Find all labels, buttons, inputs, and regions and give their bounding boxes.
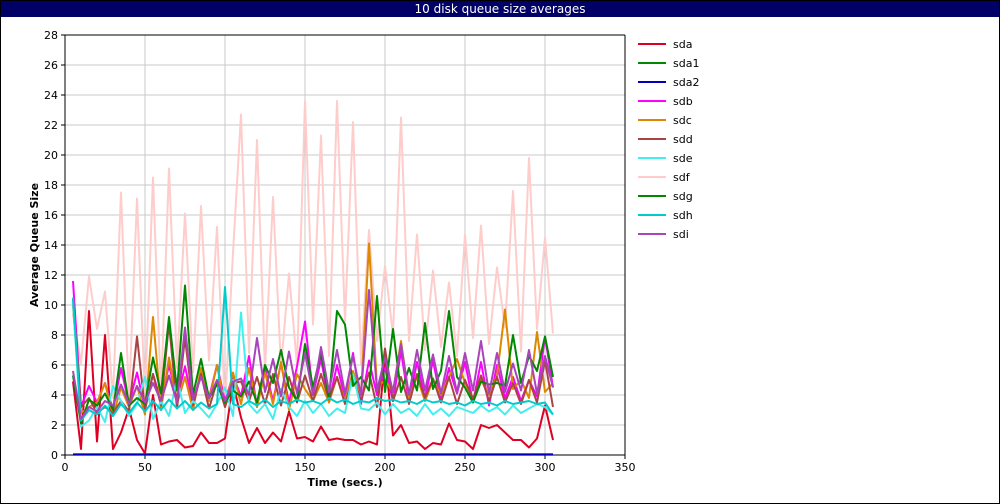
legend-label-sde: sde <box>673 152 693 165</box>
y-tick-label: 26 <box>44 59 58 72</box>
series-line-sdg <box>72 284 554 425</box>
x-tick-label: 100 <box>215 461 236 474</box>
series-group <box>72 100 554 456</box>
y-tick-label: 0 <box>51 449 58 462</box>
x-tick-label: 200 <box>375 461 396 474</box>
series-line-sde <box>72 301 554 428</box>
x-tick-label: 150 <box>295 461 316 474</box>
y-tick-label: 14 <box>44 239 58 252</box>
y-tick-label: 6 <box>51 359 58 372</box>
series-line-sdf <box>72 100 554 408</box>
legend-label-sdb: sdb <box>673 95 693 108</box>
y-tick-label: 18 <box>44 179 58 192</box>
legend-label-sdd: sdd <box>673 133 693 146</box>
series-line-sdh <box>72 286 554 422</box>
y-tick-label: 10 <box>44 299 58 312</box>
y-tick-label: 22 <box>44 119 58 132</box>
series-line-sdi <box>72 289 554 420</box>
chart-title: 10 disk queue size averages <box>1 1 999 17</box>
y-tick-label: 20 <box>44 149 58 162</box>
x-axis-label: Time (secs.) <box>307 476 382 489</box>
x-tick-label: 350 <box>615 461 636 474</box>
legend-label-sdh: sdh <box>673 209 693 222</box>
x-tick-label: 50 <box>138 461 152 474</box>
series-line-sda <box>72 310 554 455</box>
y-axis-label: Average Queue Size <box>28 183 41 307</box>
y-tick-label: 12 <box>44 269 58 282</box>
y-tick-label: 16 <box>44 209 58 222</box>
y-tick-label: 28 <box>44 29 58 42</box>
y-tick-label: 8 <box>51 329 58 342</box>
x-tick-label: 300 <box>535 461 556 474</box>
legend-label-sdi: sdi <box>673 228 689 241</box>
y-tick-label: 24 <box>44 89 58 102</box>
legend-label-sda: sda <box>673 38 692 51</box>
legend: sda sda1 sda2 sdb sdc sdd sde sdf sdg sdh sdi <box>638 38 699 241</box>
y-tick-label: 4 <box>51 389 58 402</box>
x-tick-label: 250 <box>455 461 476 474</box>
legend-label-sdc: sdc <box>673 114 692 127</box>
legend-label-sdf: sdf <box>673 171 691 184</box>
y-tick-label: 2 <box>51 419 58 432</box>
x-tick-label: 0 <box>62 461 69 474</box>
legend-label-sda1: sda1 <box>673 57 699 70</box>
legend-label-sdg: sdg <box>673 190 693 203</box>
legend-label-sda2: sda2 <box>673 76 699 89</box>
